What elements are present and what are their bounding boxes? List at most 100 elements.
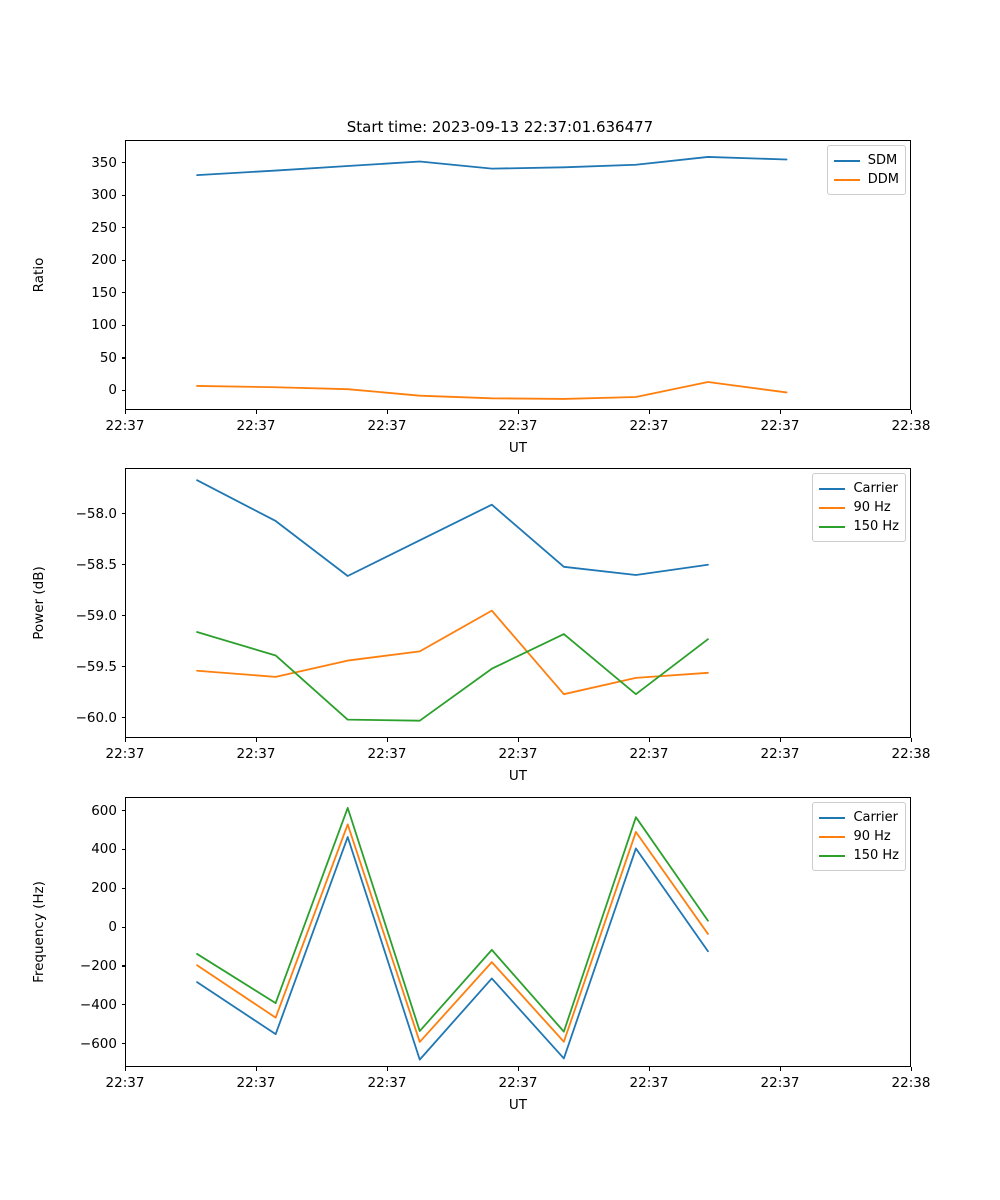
y-axis-label-frequency: Frequency (Hz) — [31, 881, 47, 983]
y-tick-mark — [121, 965, 125, 967]
x-axis-label-frequency: UT — [508, 1097, 528, 1113]
x-tick-label: 22:37 — [367, 1075, 407, 1091]
x-tick-mark — [648, 738, 650, 742]
x-tick-label: 22:37 — [105, 746, 145, 762]
legend-item-90-hz[interactable]: 90 Hz — [819, 827, 899, 846]
y-tick-label: 200 — [91, 252, 117, 269]
x-tick-label: 22:37 — [629, 1075, 669, 1091]
x-tick-label: 22:37 — [367, 746, 407, 762]
x-tick-mark — [910, 1067, 912, 1071]
legend-item-carrier[interactable]: Carrier — [819, 479, 899, 498]
legend-item-carrier[interactable]: Carrier — [819, 808, 899, 827]
y-tick-mark — [121, 887, 125, 889]
legend-label: SDM — [867, 153, 898, 168]
x-tick-label: 22:37 — [498, 1075, 538, 1091]
y-tick-label: −58.0 — [75, 505, 117, 522]
legend-label: 150 Hz — [853, 848, 899, 863]
x-tick-mark — [648, 1067, 650, 1071]
x-tick-mark — [386, 410, 388, 414]
x-tick-label: 22:38 — [891, 418, 931, 434]
legend-ratio[interactable]: SDM DDM — [826, 145, 906, 195]
legend-power[interactable]: Carrier 90 Hz 150 Hz — [812, 473, 906, 542]
legend-frequency[interactable]: Carrier 90 Hz 150 Hz — [812, 802, 906, 871]
x-tick-mark — [779, 738, 781, 742]
legend-label: 150 Hz — [853, 519, 899, 534]
series-line-ddm — [196, 381, 788, 400]
legend-item-ddm[interactable]: DDM — [833, 170, 899, 189]
y-tick-mark — [121, 615, 125, 617]
y-tick-mark — [121, 666, 125, 668]
x-tick-label: 22:37 — [105, 418, 145, 434]
x-tick-mark — [255, 738, 257, 742]
legend-item-sdm[interactable]: SDM — [833, 151, 899, 170]
x-tick-label: 22:37 — [236, 1075, 276, 1091]
y-tick-mark — [121, 810, 125, 812]
x-tick-mark — [255, 1067, 257, 1071]
x-tick-label: 22:37 — [629, 418, 669, 434]
y-tick-label: 0 — [108, 382, 117, 399]
y-tick-mark — [121, 926, 125, 928]
x-tick-label: 22:37 — [105, 1075, 145, 1091]
x-tick-mark — [648, 410, 650, 414]
legend-swatch-icon — [819, 816, 846, 819]
axes-frame-ratio — [125, 140, 911, 410]
y-tick-label: 250 — [91, 219, 117, 236]
y-tick-label: −400 — [79, 996, 117, 1013]
y-tick-mark — [121, 1004, 125, 1006]
page-title: Start time: 2023-09-13 22:37:01.636477 — [346, 118, 654, 136]
subplot-ratio: Ratio UT SDM DDM 0 50 100 150 200 250 300 350 22:… — [0, 0, 1000, 470]
x-tick-mark — [124, 410, 126, 414]
y-tick-mark — [121, 292, 125, 294]
x-tick-mark — [517, 1067, 519, 1071]
y-tick-label: 400 — [91, 841, 117, 858]
series-line-90-hz — [196, 823, 709, 1043]
x-tick-label: 22:38 — [891, 746, 931, 762]
x-tick-label: 22:37 — [498, 746, 538, 762]
legend-label: 90 Hz — [853, 500, 891, 515]
x-tick-mark — [517, 410, 519, 414]
y-tick-label: −60.0 — [75, 709, 117, 726]
series-line-90-hz — [196, 609, 709, 696]
y-tick-mark — [121, 162, 125, 164]
y-tick-mark — [121, 194, 125, 196]
x-tick-label: 22:37 — [236, 746, 276, 762]
x-tick-mark — [779, 1067, 781, 1071]
y-tick-label: 50 — [99, 349, 117, 366]
legend-label: 90 Hz — [853, 829, 891, 844]
axes-frame-frequency — [125, 797, 911, 1067]
legend-label: Carrier — [853, 810, 898, 825]
y-tick-mark — [121, 717, 125, 719]
y-tick-label: −600 — [79, 1035, 117, 1052]
series-line-sdm — [196, 156, 788, 177]
series-line-carrier — [196, 836, 709, 1061]
x-tick-mark — [910, 738, 912, 742]
y-tick-label: 200 — [91, 880, 117, 897]
y-tick-mark — [121, 848, 125, 851]
legend-swatch-icon — [819, 487, 846, 490]
legend-label: DDM — [867, 172, 899, 187]
y-tick-mark — [121, 357, 125, 359]
legend-item-150-hz[interactable]: 150 Hz — [819, 846, 899, 865]
y-tick-mark — [121, 324, 125, 326]
y-tick-label: 350 — [91, 154, 117, 171]
legend-item-150-hz[interactable]: 150 Hz — [819, 517, 899, 536]
x-tick-label: 22:37 — [760, 418, 800, 434]
y-tick-mark — [121, 259, 125, 261]
y-tick-mark — [121, 564, 125, 566]
y-tick-label: −59.5 — [75, 658, 117, 675]
y-tick-mark — [121, 513, 125, 515]
x-axis-label-ratio: UT — [508, 440, 528, 456]
legend-swatch-icon — [819, 525, 846, 528]
axes-frame-power — [125, 468, 911, 738]
subplot-frequency: Frequency (Hz) UT Carrier 90 Hz 150 Hz −60… — [31, 797, 930, 1113]
x-tick-mark — [910, 410, 912, 414]
legend-item-90-hz[interactable]: 90 Hz — [819, 498, 899, 517]
y-tick-mark — [121, 389, 125, 392]
x-tick-mark — [124, 1067, 126, 1071]
x-tick-mark — [517, 738, 519, 742]
x-tick-label: 22:37 — [760, 1075, 800, 1091]
x-tick-label: 22:37 — [629, 746, 669, 762]
